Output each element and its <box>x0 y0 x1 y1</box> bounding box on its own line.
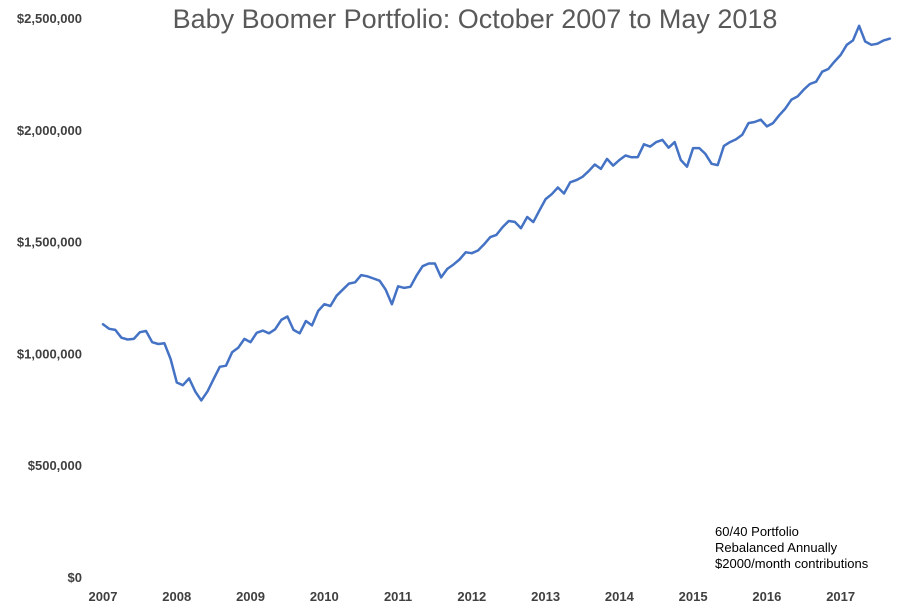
annotation-line-2: Rebalanced Annually <box>715 540 838 555</box>
annotation: 60/40 Portfolio Rebalanced Annually $200… <box>715 524 869 571</box>
annotation-line-3: $2000/month contributions <box>715 556 869 571</box>
series-layer <box>101 24 892 402</box>
x-tick-label: 2012 <box>457 589 486 604</box>
y-tick-label: $1,500,000 <box>17 235 82 250</box>
x-tick-label: 2015 <box>679 589 708 604</box>
y-tick-label: $1,000,000 <box>17 346 82 361</box>
y-axis-ticks: $0 $500,000 $1,000,000 $1,500,000 $2,000,000… <box>17 11 82 585</box>
annotation-line-1: 60/40 Portfolio <box>715 524 799 539</box>
x-tick-label: 2017 <box>826 589 855 604</box>
x-tick-label: 2008 <box>162 589 191 604</box>
chart-title: Baby Boomer Portfolio: October 2007 to M… <box>173 4 778 34</box>
x-tick-label: 2016 <box>752 589 781 604</box>
series-line-0 <box>101 24 892 402</box>
x-tick-label: 2007 <box>89 589 118 604</box>
x-tick-label: 2011 <box>384 589 412 604</box>
x-axis-ticks: 2007 2008 2009 2010 2011 2012 2013 2014 2015 2016… <box>89 589 856 604</box>
x-tick-label: 2014 <box>605 589 635 604</box>
y-tick-label: $0 <box>68 570 82 585</box>
x-tick-label: 2013 <box>531 589 560 604</box>
y-tick-label: $2,500,000 <box>17 11 82 26</box>
y-tick-label: $2,000,000 <box>17 123 82 138</box>
x-tick-label: 2010 <box>310 589 339 604</box>
x-tick-label: 2009 <box>236 589 265 604</box>
y-tick-label: $500,000 <box>28 458 82 473</box>
